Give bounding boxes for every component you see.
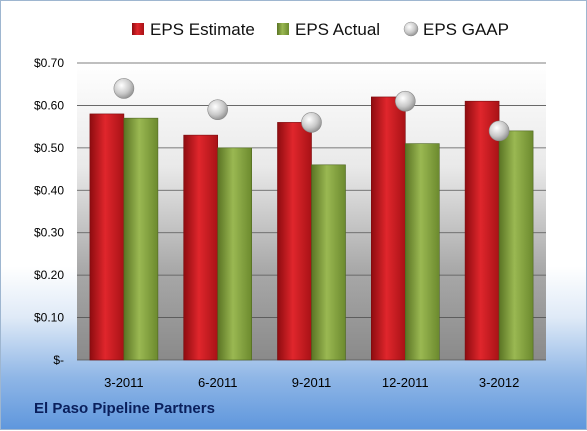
marker-eps-gaap [113, 78, 135, 99]
marker-eps-gaap [394, 90, 416, 112]
bar-eps-actual [404, 143, 440, 361]
x-tick-label: 3-2012 [479, 375, 519, 390]
x-axis-ticks: 3-2011 6-2011 9-2011 12-2011 3-2012 [104, 375, 519, 390]
bar-eps-estimate [183, 134, 218, 361]
bar-eps-estimate [277, 122, 312, 361]
bar-eps-estimate [370, 96, 406, 361]
x-tick-label: 3-2011 [104, 375, 144, 390]
legend: EPS Estimate EPS Actual EPS GAAP [132, 20, 509, 39]
y-tick-label: $0.60 [34, 98, 64, 112]
y-tick-label: $0.50 [34, 141, 64, 155]
legend-swatch [403, 21, 419, 37]
legend-swatch [277, 23, 289, 35]
bar-eps-actual [498, 130, 534, 361]
y-tick-label: $0.70 [34, 56, 64, 70]
bar-eps-estimate [464, 100, 500, 361]
gaap-markers [113, 78, 510, 142]
bars [89, 96, 534, 361]
legend-label: EPS GAAP [423, 20, 509, 39]
legend-swatch [132, 23, 144, 35]
y-tick-label: $0.30 [34, 226, 64, 240]
y-tick-label: $- [53, 353, 64, 367]
x-tick-label: 9-2011 [292, 375, 332, 390]
y-tick-label: $0.20 [34, 268, 64, 282]
y-axis-ticks: $- $0.10 $0.20 $0.30 $0.40 $0.50 $0.60 $0.70 [34, 56, 64, 367]
y-tick-label: $0.40 [34, 183, 64, 197]
bar-eps-actual [217, 147, 252, 361]
marker-eps-gaap [488, 120, 510, 142]
x-tick-label: 6-2011 [198, 375, 238, 390]
legend-label: EPS Estimate [150, 20, 255, 39]
y-tick-label: $0.10 [34, 311, 64, 325]
bar-eps-estimate [89, 113, 125, 361]
company-name: El Paso Pipeline Partners [34, 400, 215, 417]
x-tick-label: 12-2011 [382, 375, 429, 390]
bar-eps-actual [123, 117, 159, 361]
legend-label: EPS Actual [295, 20, 380, 39]
bar-eps-actual [311, 164, 346, 361]
marker-eps-gaap [301, 112, 322, 133]
marker-eps-gaap [207, 99, 228, 120]
